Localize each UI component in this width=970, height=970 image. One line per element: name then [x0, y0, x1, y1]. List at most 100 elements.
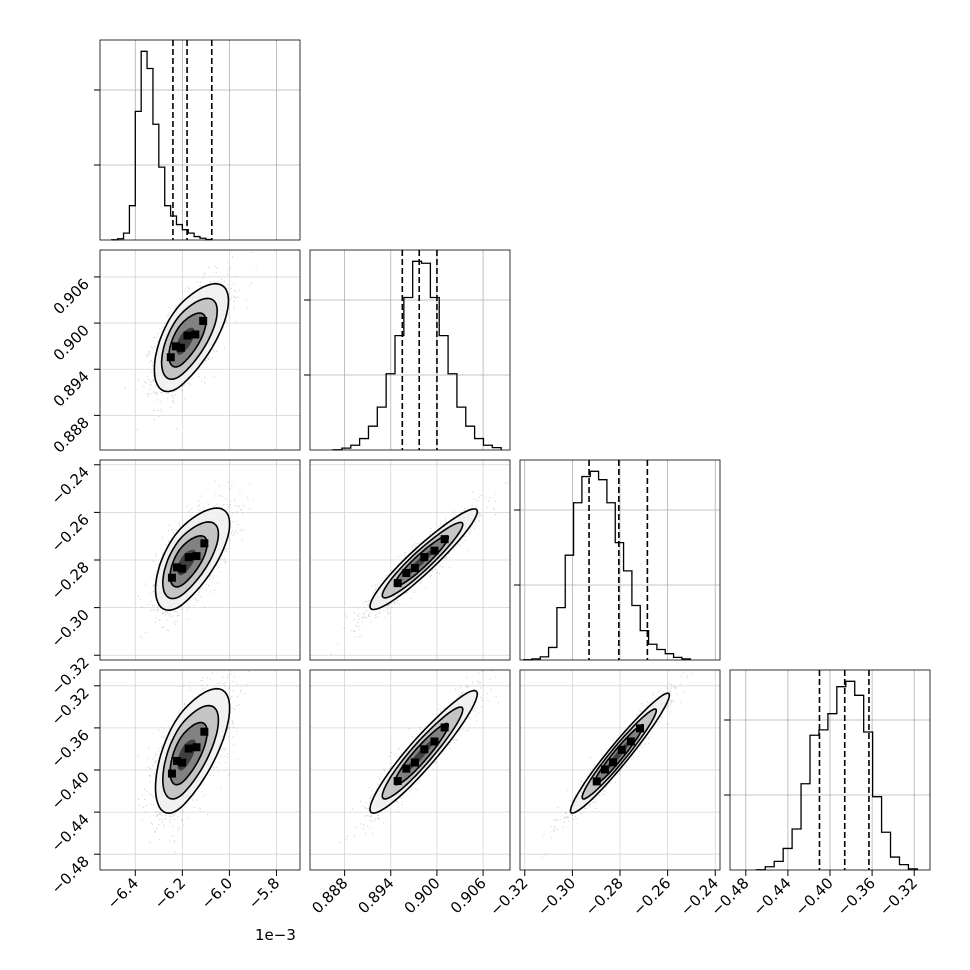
scatter-panel-3-0: [99, 669, 301, 871]
y-tick-label: 0.900: [50, 321, 93, 364]
x-offset-label: 1e−3: [255, 926, 296, 944]
density-peak-cell: [420, 553, 429, 562]
scatter-panel-3-1: [309, 669, 511, 871]
density-peak-cell: [402, 568, 411, 577]
contour-line: [592, 723, 645, 786]
panel-frame: [309, 459, 511, 661]
density-peak-cell: [200, 539, 209, 548]
density-peak-cell: [402, 764, 411, 773]
scatter-panel-1-0: [99, 249, 301, 451]
histogram-steps: [522, 470, 691, 661]
density-peak-cell: [176, 343, 185, 352]
panels-layer: [94, 39, 931, 871]
panel-frame: [309, 249, 511, 451]
x-tick-label: −0.28: [582, 874, 627, 919]
contour-line: [369, 508, 479, 611]
density-peak-cell: [171, 342, 180, 351]
x-tick-label: −0.40: [792, 874, 837, 919]
density-peak-cell: [410, 758, 419, 767]
contour-line: [154, 507, 231, 611]
contour-line: [169, 534, 209, 588]
density-peak-cell: [393, 579, 402, 588]
density-peak-cell: [183, 331, 192, 340]
density-peak-cell: [167, 769, 176, 778]
density-peak-cell: [430, 737, 439, 746]
density-peak-cell: [609, 758, 618, 767]
density-peak-cell: [178, 758, 187, 767]
histogram-steps: [332, 260, 502, 451]
scatter-panel-2-0: [99, 459, 301, 661]
x-tick-label: −6.4: [104, 874, 142, 912]
histogram-steps: [755, 680, 919, 871]
density-peak-cell: [592, 777, 601, 786]
y-tick-label: 0.906: [50, 275, 93, 318]
contour-line: [153, 282, 230, 393]
x-tick-label: −0.32: [876, 874, 921, 919]
x-tick-label: −0.32: [486, 874, 531, 919]
contour-line: [569, 692, 671, 814]
contour-line: [154, 687, 231, 814]
histogram-panel-3: [724, 669, 931, 871]
density-peak-cell: [178, 564, 187, 573]
density-peak-cell: [636, 724, 645, 733]
density-peak-cell: [410, 563, 419, 572]
x-tick-label: 0.906: [447, 874, 490, 917]
histogram-panel-2: [514, 459, 721, 661]
panel-frame: [309, 669, 511, 871]
density-peak-cell: [167, 573, 176, 582]
density-peak-cell: [440, 535, 449, 544]
y-tick-label: −0.26: [48, 510, 93, 555]
density-peak-cell: [393, 777, 402, 786]
density-peak-cell: [600, 765, 609, 774]
y-tick-label: −0.28: [48, 558, 93, 603]
x-tick-label: −0.26: [629, 874, 674, 919]
y-tick-label: −0.24: [48, 463, 93, 508]
contour-line: [393, 722, 450, 786]
x-tick-label: 0.888: [308, 874, 351, 917]
y-tick-label: 0.894: [50, 367, 93, 410]
contour-line: [161, 521, 220, 600]
x-tick-label: 0.894: [354, 874, 397, 917]
y-tick-label: −0.30: [48, 606, 93, 651]
contour-line: [381, 706, 464, 800]
x-tick-label: 0.900: [401, 874, 444, 917]
density-peak-cell: [173, 756, 182, 765]
contour-line: [381, 521, 464, 599]
density-peak-cell: [617, 745, 626, 754]
x-tick-label: −6.2: [151, 874, 189, 912]
panel-frame: [99, 39, 301, 241]
x-tick-label: −0.36: [834, 874, 879, 919]
density-peak-cell: [192, 552, 201, 561]
panel-frame: [99, 249, 301, 451]
contour-line: [393, 535, 450, 588]
contour-line: [369, 689, 479, 814]
x-tick-label: −0.30: [534, 874, 579, 919]
density-peak-cell: [430, 546, 439, 555]
contour-line: [168, 312, 207, 368]
density-peak-cell: [420, 745, 429, 754]
histogram-panel-1: [304, 249, 511, 451]
y-tick-label: −0.48: [48, 852, 93, 897]
x-tick-label: −0.44: [749, 874, 794, 919]
scatter-panel-2-1: [309, 459, 511, 661]
y-tick-label: −0.40: [48, 768, 93, 813]
density-peak-cell: [184, 553, 193, 562]
histogram-steps: [111, 50, 213, 241]
contour-line: [161, 704, 220, 800]
contour-line: [581, 708, 658, 800]
density-peak-cell: [191, 330, 200, 339]
panel-frame: [519, 459, 721, 661]
contour-line: [160, 297, 219, 380]
density-peak-cell: [192, 743, 201, 752]
contour-line: [169, 721, 209, 786]
density-peak-cell: [166, 353, 175, 362]
y-tick-label: −0.36: [48, 726, 93, 771]
y-tick-label: −0.44: [48, 810, 93, 855]
y-tick-label: 0.888: [50, 413, 93, 456]
density-peak-cell: [626, 737, 635, 746]
density-peak-cell: [200, 727, 209, 736]
density-peak-cell: [173, 563, 182, 572]
x-tick-label: −6.0: [198, 874, 236, 912]
density-peak-cell: [184, 744, 193, 753]
